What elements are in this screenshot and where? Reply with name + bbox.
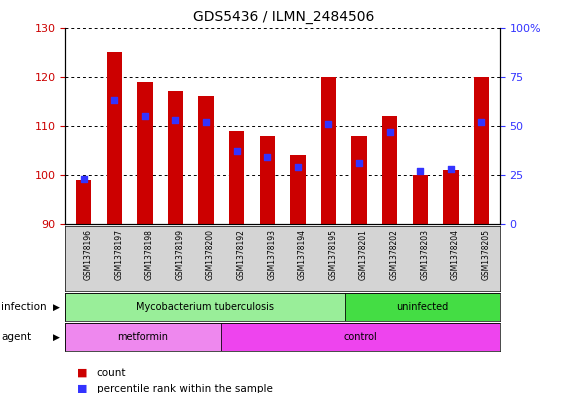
- Text: agent: agent: [1, 332, 31, 342]
- Text: GSM1378203: GSM1378203: [420, 229, 429, 280]
- Bar: [76, 180, 91, 224]
- Text: GSM1378193: GSM1378193: [268, 229, 276, 280]
- Point: [293, 164, 302, 170]
- Text: ■: ■: [77, 368, 87, 378]
- Bar: [65, 293, 345, 321]
- Bar: [229, 130, 244, 224]
- Point: [202, 119, 211, 125]
- Text: GSM1378202: GSM1378202: [390, 229, 399, 280]
- Point: [110, 97, 119, 103]
- Point: [477, 119, 486, 125]
- Text: GSM1378201: GSM1378201: [359, 229, 368, 280]
- Bar: [168, 91, 183, 224]
- Point: [232, 148, 241, 154]
- Bar: [352, 136, 367, 224]
- Text: ▶: ▶: [53, 333, 60, 342]
- Bar: [474, 77, 489, 224]
- Text: ■: ■: [77, 384, 87, 393]
- Bar: [220, 323, 500, 351]
- Text: GDS5436 / ILMN_2484506: GDS5436 / ILMN_2484506: [193, 10, 375, 24]
- Text: GSM1378196: GSM1378196: [83, 229, 93, 280]
- Bar: [412, 175, 428, 224]
- Point: [171, 117, 180, 123]
- Bar: [198, 96, 214, 224]
- Text: ▶: ▶: [53, 303, 60, 311]
- Text: GSM1378192: GSM1378192: [237, 229, 246, 280]
- Bar: [107, 52, 122, 224]
- Point: [263, 154, 272, 160]
- Bar: [345, 293, 500, 321]
- Point: [140, 113, 149, 119]
- Text: infection: infection: [1, 302, 47, 312]
- Text: GSM1378195: GSM1378195: [328, 229, 337, 280]
- Text: uninfected: uninfected: [396, 302, 448, 312]
- Point: [385, 129, 394, 135]
- Point: [354, 160, 364, 166]
- Text: Mycobacterium tuberculosis: Mycobacterium tuberculosis: [136, 302, 274, 312]
- Bar: [290, 155, 306, 224]
- Text: GSM1378205: GSM1378205: [482, 229, 491, 280]
- Text: GSM1378200: GSM1378200: [206, 229, 215, 280]
- Text: metformin: metformin: [118, 332, 169, 342]
- Point: [79, 176, 88, 182]
- Point: [324, 121, 333, 127]
- Bar: [260, 136, 275, 224]
- Text: control: control: [343, 332, 377, 342]
- Text: percentile rank within the sample: percentile rank within the sample: [97, 384, 273, 393]
- Bar: [321, 77, 336, 224]
- Point: [446, 166, 456, 172]
- Text: GSM1378199: GSM1378199: [176, 229, 185, 280]
- Text: GSM1378197: GSM1378197: [114, 229, 123, 280]
- Bar: [137, 81, 153, 224]
- Bar: [443, 170, 458, 224]
- Text: count: count: [97, 368, 126, 378]
- Point: [416, 168, 425, 174]
- Text: GSM1378204: GSM1378204: [451, 229, 460, 280]
- Bar: [65, 323, 220, 351]
- Bar: [382, 116, 398, 224]
- Text: GSM1378194: GSM1378194: [298, 229, 307, 280]
- Text: GSM1378198: GSM1378198: [145, 229, 154, 280]
